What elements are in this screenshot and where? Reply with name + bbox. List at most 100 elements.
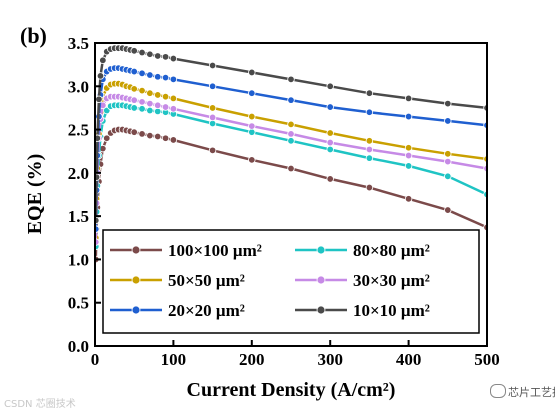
legend-label: 80×80 μm² (353, 241, 430, 260)
series-0-point (130, 128, 138, 136)
series-5-point (404, 94, 413, 103)
series-0-point (248, 156, 256, 164)
series-5-point (138, 48, 146, 57)
legend-box (102, 229, 480, 334)
series-3-point (365, 145, 374, 154)
series-5-point (96, 72, 105, 80)
series-3-point (326, 138, 334, 147)
series-0-point (326, 175, 334, 183)
series-0-point (444, 206, 452, 214)
series-0-point (287, 164, 295, 173)
legend-swatch-marker (131, 305, 141, 315)
series-4-point (146, 71, 154, 79)
series-1-point (365, 154, 374, 162)
series-2-point (365, 137, 374, 145)
y-tick-label: 2.5 (68, 121, 89, 140)
series-1-point (248, 128, 256, 136)
series-5-point (154, 52, 162, 60)
y-axis-title: EQE (%) (24, 154, 46, 235)
series-5-point (95, 173, 101, 181)
series-2-point (404, 144, 413, 152)
y-tick-label: 1.5 (68, 207, 89, 226)
x-ticks: 0 100 200 300 400 500 (91, 340, 500, 369)
series-2-point (287, 120, 295, 129)
legend-label: 30×30 μm² (353, 271, 430, 290)
series-3-point (161, 103, 170, 111)
series-2-point (146, 89, 154, 97)
series-0-point (169, 136, 178, 144)
series-2-point (248, 112, 256, 121)
x-tick-label: 400 (396, 350, 422, 369)
legend-swatch-marker (131, 275, 141, 285)
series-0-point (154, 132, 162, 141)
series-0-point (404, 195, 413, 203)
series-4-point (248, 89, 256, 97)
y-tick-label: 1.0 (68, 250, 89, 269)
series-1-point (326, 145, 334, 154)
y-tick-label: 0.0 (68, 337, 89, 356)
series-4-point (404, 112, 413, 121)
series-4-point (161, 73, 170, 82)
series-5-point (99, 56, 107, 65)
series-5-point (208, 61, 217, 70)
series-4-point (365, 108, 374, 116)
series-2-point (161, 92, 170, 101)
series-3-point (287, 130, 295, 138)
y-ticks: 0.0 0.5 1.0 1.5 2.0 2.5 3.0 3.5 (68, 34, 101, 356)
series-1-point (130, 104, 138, 112)
series-5-point (365, 89, 374, 97)
series-3-point (154, 101, 162, 110)
legend-label: 100×100 μm² (168, 241, 262, 260)
series-1-point (404, 162, 413, 170)
y-tick-label: 0.5 (68, 294, 89, 313)
x-tick-label: 100 (161, 350, 187, 369)
series-0-point (161, 134, 170, 142)
legend-label: 50×50 μm² (168, 271, 245, 290)
legend-label: 10×10 μm² (353, 301, 430, 320)
series-4-point (326, 103, 334, 111)
series-1-point (444, 172, 452, 181)
series-5-point (95, 134, 102, 142)
legend-swatch-marker (316, 245, 326, 255)
series-3-point (169, 105, 178, 113)
legend-swatch-marker (316, 305, 326, 315)
series-5-point (248, 68, 256, 77)
series-layer (95, 44, 487, 264)
legend: 100×100 μm² 80×80 μm² 50×50 μm² 30×30 μm² 20… (102, 229, 480, 334)
series-3-point (248, 122, 256, 130)
x-axis-title: Current Density (A/cm²) (187, 379, 396, 401)
series-0-point (146, 131, 154, 140)
series-5-point (287, 75, 295, 84)
x-tick-label: 0 (91, 350, 100, 369)
legend-swatch-marker (131, 245, 141, 255)
series-2-point (208, 104, 217, 112)
series-0-point (208, 146, 217, 155)
series-5-point (130, 47, 138, 55)
series-3-point (404, 151, 413, 160)
panel-label: (b) (20, 23, 47, 48)
series-2-point (169, 94, 178, 103)
y-tick-label: 3.0 (68, 77, 89, 96)
series-4-point (138, 69, 146, 77)
series-3-point (208, 113, 217, 122)
series-2-point (444, 150, 452, 158)
series-5-point (444, 99, 452, 108)
series-4-point (169, 75, 178, 84)
series-1-point (208, 119, 217, 128)
series-1-point (138, 105, 146, 113)
series-3-point (146, 99, 154, 108)
legend-label: 20×20 μm² (168, 301, 245, 320)
series-4-point (444, 117, 452, 125)
x-tick-label: 500 (474, 350, 500, 369)
x-tick-label: 300 (317, 350, 343, 369)
series-3-point (444, 157, 452, 166)
watermark-right: 芯片工艺技术 (508, 386, 555, 399)
wechat-icon (490, 384, 506, 398)
legend-swatch-marker (316, 275, 326, 285)
series-1-point (146, 106, 154, 115)
series-4-point (208, 82, 217, 90)
plot-frame (94, 42, 488, 347)
series-2-point (154, 91, 162, 99)
watermark-left: CSDN 芯圈技术 (4, 399, 76, 410)
